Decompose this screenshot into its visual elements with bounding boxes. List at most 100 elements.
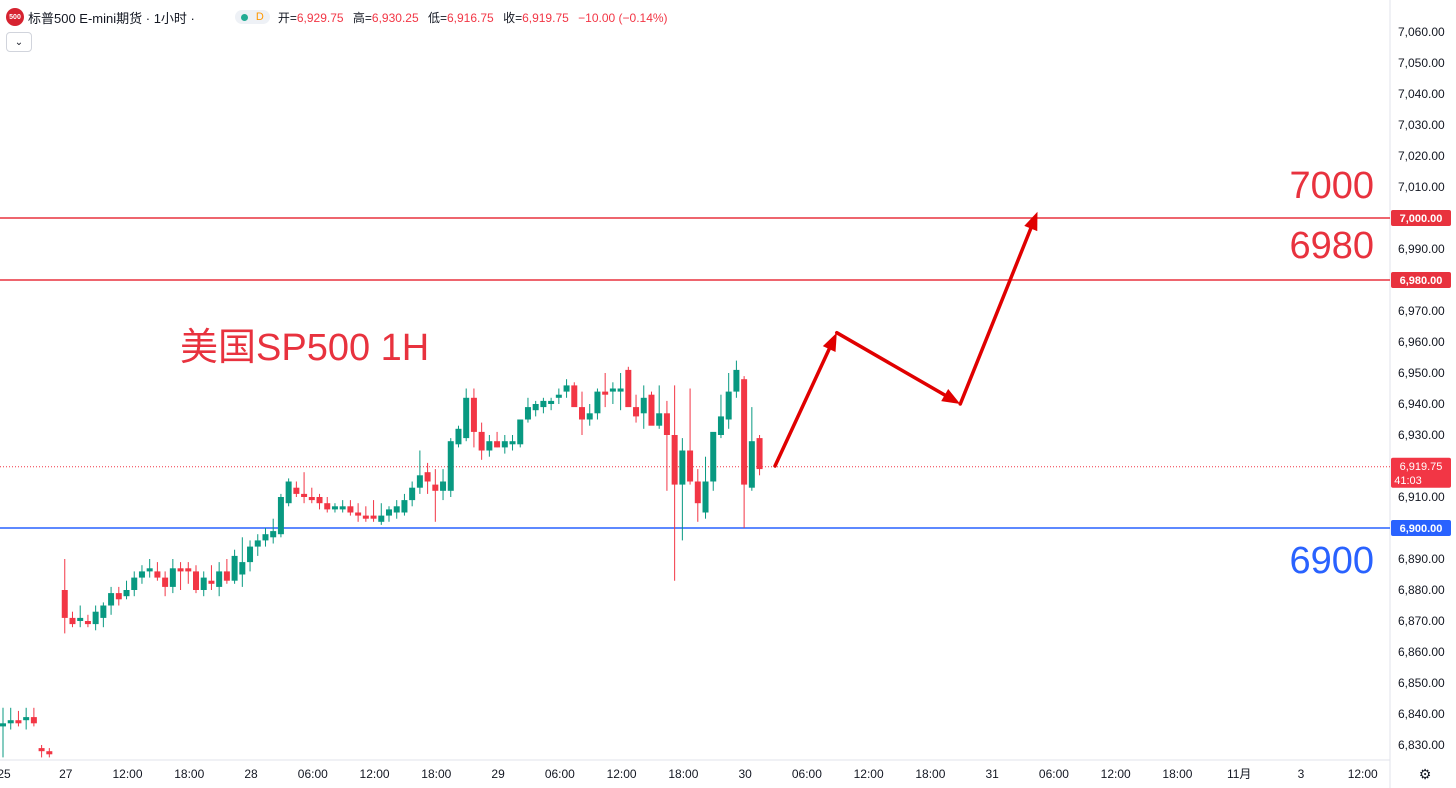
candle	[555, 388, 562, 404]
candle-body	[463, 397, 470, 439]
candle	[347, 500, 354, 516]
candle-body	[540, 400, 547, 408]
candle	[84, 614, 91, 628]
candle-body	[571, 385, 578, 408]
candle	[254, 534, 261, 556]
time-tick-label: 18:00	[1162, 767, 1192, 781]
symbol-title[interactable]: 标普500 E-mini期货 · 1小时 ·	[28, 10, 195, 26]
candle-body	[702, 481, 709, 513]
time-tick-label: 12:00	[854, 767, 884, 781]
forecast-arrow-shaft	[835, 330, 947, 397]
candle-body	[185, 568, 192, 572]
candle-body	[146, 568, 153, 572]
candle	[563, 379, 570, 398]
candle-body	[7, 720, 14, 724]
open-label: 开=	[277, 10, 297, 25]
candle	[401, 493, 408, 516]
price-tick-label: 6,970.00	[1398, 304, 1445, 318]
candle	[100, 602, 107, 628]
candle	[0, 707, 6, 758]
time-tick-label: 18:00	[421, 767, 451, 781]
candle-body	[308, 497, 315, 501]
candle-body	[46, 751, 53, 755]
open-value: 6,929.75	[296, 10, 344, 25]
candle-body	[532, 404, 539, 411]
ohlc-readout: 开=6,929.75 高=6,930.25 低=6,916.75 收=6,919…	[278, 9, 674, 26]
candle	[7, 707, 14, 730]
candle	[23, 707, 30, 730]
candle-body	[23, 717, 30, 721]
candle	[694, 469, 701, 522]
candle-body	[509, 441, 516, 445]
time-tick-label: 18:00	[915, 767, 945, 781]
level-tag-6900: 6,900.00	[1400, 523, 1443, 535]
candle-body	[432, 484, 439, 491]
time-tick-label: 3	[1298, 767, 1305, 781]
candle	[648, 391, 655, 426]
candle	[594, 388, 601, 420]
time-tick-label: 12:00	[1348, 767, 1378, 781]
candle-body	[355, 512, 362, 516]
time-tick-label: 12:00	[607, 767, 637, 781]
candle	[733, 360, 740, 398]
candle-body	[216, 571, 223, 587]
candle-body	[69, 617, 76, 625]
candle-body	[270, 531, 277, 538]
level-tag-bg-6980	[1391, 272, 1451, 288]
candle	[231, 549, 238, 584]
close-value: 6,919.75	[522, 10, 569, 25]
candle	[617, 373, 624, 411]
candle	[339, 500, 346, 513]
time-tick-label: 11月	[1227, 767, 1251, 781]
candle-body	[378, 515, 385, 522]
candle-body	[331, 506, 338, 510]
price-tick-label: 7,040.00	[1398, 87, 1445, 101]
candle	[223, 559, 230, 584]
chart-title: 美国SP500 1H	[180, 327, 429, 369]
candle	[46, 748, 53, 758]
candle-body	[370, 515, 377, 519]
price-tick-label: 6,850.00	[1398, 676, 1445, 690]
status-pill[interactable]: D	[234, 10, 270, 24]
candle-body	[494, 441, 501, 448]
close-label: 收=	[503, 10, 523, 25]
gear-icon[interactable]: ⚙	[1418, 765, 1432, 782]
time-tick-label: 31	[985, 767, 999, 781]
candle	[440, 469, 447, 501]
forecast-arrow-shaft	[773, 347, 831, 468]
candle-body	[223, 571, 230, 581]
candle	[640, 385, 647, 429]
candle-body	[239, 562, 246, 575]
candle	[108, 586, 115, 615]
price-tick-label: 6,990.00	[1398, 242, 1445, 256]
candle-body	[316, 497, 323, 504]
last-price-tag: 6,919.75	[1400, 461, 1443, 473]
candle-body	[748, 441, 755, 488]
forecast-arrow-shaft	[958, 226, 1033, 406]
candle-body	[154, 571, 161, 578]
candle-body	[517, 419, 524, 445]
candle	[447, 438, 454, 497]
candle-body	[579, 407, 585, 420]
price-tick-label: 6,840.00	[1398, 707, 1445, 721]
candle-body	[200, 577, 207, 590]
data-delay-label: D	[255, 11, 264, 23]
candle-body	[401, 500, 408, 513]
candle	[702, 456, 709, 519]
collapse-legend-button[interactable]: ⌄	[6, 32, 32, 52]
level-label-7000: 7000	[1289, 165, 1374, 207]
candle-body	[648, 394, 655, 426]
candle	[200, 571, 207, 597]
level-label-6980: 6980	[1289, 225, 1374, 267]
candle-body	[393, 506, 400, 513]
time-tick-label: 12:00	[360, 767, 390, 781]
candle	[532, 400, 539, 417]
candle	[741, 376, 748, 528]
candle	[455, 425, 462, 448]
candle-body	[77, 617, 84, 621]
high-label: 高=	[352, 10, 372, 25]
candle	[123, 580, 130, 600]
time-tick-label: 18:00	[668, 767, 698, 781]
price-tick-label: 6,870.00	[1398, 614, 1445, 628]
